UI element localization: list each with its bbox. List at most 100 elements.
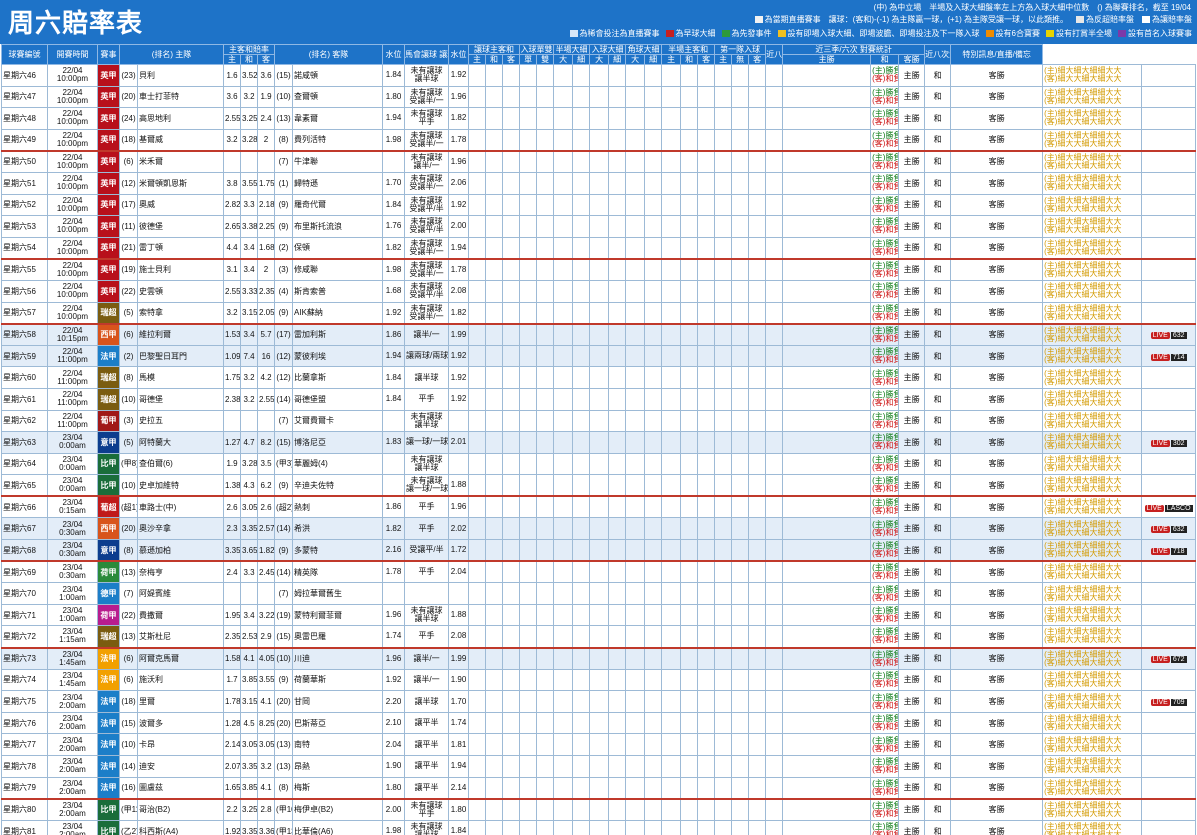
table-row[interactable]: 星期六75 23/04 2:00am 法甲 (18) 里爾 1.78 3.15 4.1 (20) 甘… bbox=[1, 690, 1196, 713]
market-cell bbox=[765, 279, 784, 303]
league-badge: 英甲 bbox=[97, 107, 120, 130]
kickoff-time: 22/04 10:15pm bbox=[47, 323, 98, 346]
market-cell bbox=[765, 258, 784, 281]
col-s1: 主 bbox=[714, 54, 733, 65]
market-cell bbox=[680, 474, 699, 498]
home-team: 車士打菲特 bbox=[137, 85, 224, 109]
h2h-draws: 和 bbox=[924, 150, 952, 173]
market-cell bbox=[625, 776, 646, 800]
handicap-line: 平手 bbox=[404, 387, 450, 411]
table-row[interactable]: 星期六69 23/04 0:30am 荷甲 (13) 奈梅亨 2.4 3.3 2.45 (14) 精… bbox=[1, 560, 1196, 584]
live-badge[interactable]: LIVE bbox=[1150, 439, 1170, 447]
hilo-stats: (主)細大細大細細大大 (客)細大大細大細大大 bbox=[1042, 215, 1143, 238]
handicap-line: 未有讓球 平手 bbox=[404, 107, 450, 130]
table-row[interactable]: 星期六78 23/04 2:00am 法甲 (14) 迪安 2.07 3.35 3.2 (13) 昂… bbox=[1, 755, 1196, 778]
market-cell bbox=[661, 560, 682, 584]
market-cell bbox=[608, 755, 627, 778]
table-row[interactable]: 星期六52 22/04 10:00pm 英甲 (17) 奧威 2.82 3.3 2.18 (9) 羅… bbox=[1, 193, 1196, 217]
market-cell bbox=[502, 582, 521, 605]
away-rank: (7) bbox=[274, 582, 294, 605]
col-big1: 大 bbox=[553, 54, 574, 65]
table-row[interactable]: 星期六59 22/04 11:00pm 法甲 (2) 巴黎聖日耳門 1.09 7.4 16 (12… bbox=[1, 344, 1196, 368]
table-row[interactable]: 星期六79 23/04 2:00am 法甲 (16) 圖盧茲 1.65 3.85 4.1 (8) 梅… bbox=[1, 776, 1196, 800]
table-row[interactable]: 星期六74 23/04 1:45am 法甲 (6) 施沃利 1.7 3.85 3.55 (9) 荷蘭… bbox=[1, 668, 1196, 692]
market-cell bbox=[697, 690, 716, 713]
match-no: 星期六68 bbox=[1, 539, 48, 563]
table-row[interactable]: 星期六57 22/04 10:00pm 瑞超 (5) 索特拿 3.2 3.15 2.05 (9) A… bbox=[1, 301, 1196, 325]
table-row[interactable]: 星期六48 22/04 10:00pm 英甲 (24) 高思地利 2.55 3.25 2.4 (1… bbox=[1, 107, 1196, 130]
live-badge[interactable]: LIVE bbox=[1150, 699, 1170, 707]
table-row[interactable]: 星期六56 22/04 10:00pm 英甲 (22) 史雲頓 2.55 3.33 2.35 (4… bbox=[1, 279, 1196, 303]
table-row[interactable]: 星期六53 22/04 10:00pm 英甲 (11) 彼德堡 2.65 3.38 2.25 (9… bbox=[1, 215, 1196, 238]
market-cell bbox=[661, 64, 682, 87]
market-cell bbox=[714, 431, 733, 454]
market-cell bbox=[644, 452, 663, 476]
market-cell bbox=[644, 517, 663, 541]
table-row[interactable]: 星期六64 23/04 0:00am 比甲 (甲8) 查伯爾(6) 1.9 3.28 3.5 (甲… bbox=[1, 452, 1196, 476]
market-cell bbox=[536, 193, 555, 217]
live-badge[interactable]: LIVE bbox=[1150, 332, 1170, 340]
market-cell bbox=[765, 236, 784, 260]
kickoff-time: 22/04 10:00pm bbox=[47, 193, 98, 217]
market-cell bbox=[589, 150, 610, 173]
table-row[interactable]: 星期六71 23/04 1:00am 荷甲 (22) 費撒爾 1.95 3.4 3.22 (19)… bbox=[1, 603, 1196, 627]
market-cell bbox=[519, 539, 538, 563]
table-row[interactable]: 星期六60 22/04 11:00pm 瑞超 (8) 馬模 1.75 3.2 4.2 (12) 比蘭… bbox=[1, 366, 1196, 389]
table-row[interactable]: 星期六81 23/04 2:00am 比甲 (乙2) 科西斯(A4) 1.92 3.35 3.3… bbox=[1, 819, 1196, 835]
table-row[interactable]: 星期六54 22/04 10:00pm 英甲 (21) 雷丁頓 4.4 3.4 1.68 (2) 保… bbox=[1, 236, 1196, 260]
h2h-home-wins: 主勝 bbox=[898, 711, 926, 735]
handicap-line: 未有讓球 讓半球 bbox=[404, 603, 450, 627]
table-row[interactable]: 星期六72 23/04 1:15am 瑞超 (13) 艾斯杜尼 2.35 2.53 2.9 (15… bbox=[1, 625, 1196, 649]
table-row[interactable]: 星期六73 23/04 1:45am 法甲 (6) 阿爾克馬爾 1.58 4.1 4.05 (10… bbox=[1, 647, 1196, 670]
odds-away: 8.2 bbox=[256, 431, 276, 454]
home-rank: (23) bbox=[119, 64, 138, 87]
table-row[interactable]: 星期六77 23/04 2:00am 法甲 (10) 卡昂 2.14 3.05 3.05 (13)… bbox=[1, 733, 1196, 756]
live-badge[interactable]: LIVE bbox=[1150, 526, 1170, 534]
market-cell bbox=[519, 85, 538, 109]
odds-away: 5.7 bbox=[256, 323, 276, 346]
table-row[interactable]: 星期六51 22/04 10:00pm 英甲 (12) 米爾頓凱恩斯 3.8 3.55 1.75… bbox=[1, 171, 1196, 195]
market-cell bbox=[731, 819, 750, 835]
league-badge: 英甲 bbox=[97, 193, 120, 217]
market-cell bbox=[748, 668, 767, 692]
market-cell bbox=[589, 344, 610, 368]
market-cell bbox=[782, 64, 872, 87]
market-cell bbox=[536, 819, 555, 835]
special-info: LIVE 672 bbox=[1141, 647, 1196, 670]
market-cell bbox=[519, 733, 538, 756]
live-badge[interactable]: LIVE bbox=[1144, 504, 1164, 512]
table-row[interactable]: 星期六63 23/04 0:00am 意甲 (5) 阿特蘭大 1.27 4.7 8.2 (15) 博… bbox=[1, 431, 1196, 454]
live-badge[interactable]: LIVE bbox=[1150, 547, 1170, 555]
odds-draw: 4.7 bbox=[240, 431, 258, 454]
table-row[interactable]: 星期六8023/042:00am比甲(甲11)哥治(B2)2.23.252.8(… bbox=[1, 798, 1196, 821]
odds-away: 3.2 bbox=[256, 755, 276, 778]
table-row[interactable]: 星期六61 22/04 11:00pm 瑞超 (10) 哥德堡 2.38 3.2 2.55 (14… bbox=[1, 387, 1196, 411]
live-badge[interactable]: LIVE bbox=[1150, 353, 1170, 361]
table-row[interactable]: 星期六58 22/04 10:15pm 西甲 (6) 維拉利爾 1.53 3.4 5.7 (17)… bbox=[1, 323, 1196, 346]
table-row[interactable]: 星期六76 23/04 2:00am 法甲 (15) 波爾多 1.28 4.5 8.25 (20)… bbox=[1, 711, 1196, 735]
table-row[interactable]: 星期六7023/041:00am德甲(7)阿媞賓維(7)姆拉華爾舊生(主)勝負勝… bbox=[1, 582, 1196, 605]
away-rank: (14) bbox=[274, 517, 294, 541]
table-row[interactable]: 星期六67 23/04 0:30am 西甲 (20) 奧沙辛拿 2.3 3.35 2.57 (14… bbox=[1, 517, 1196, 541]
hilo-stats: (主)細大細大細細大大 (客)細大大細大細大大 bbox=[1042, 798, 1143, 821]
recent-results: (主)勝負勝和和勝和負(客)和負負勝和勝負勝 bbox=[870, 819, 900, 835]
market-cell bbox=[553, 344, 574, 368]
table-row[interactable]: 星期六49 22/04 10:00pm 英甲 (18) 基爾威 3.2 3.28 2 (8) 費列活… bbox=[1, 128, 1196, 152]
table-row[interactable]: 星期六66 23/04 0:15am 葡超 (超1) 車路士(中) 2.6 3.05 2.6 (超… bbox=[1, 495, 1196, 519]
legend-bot-item: 設有打賞半全場 bbox=[1046, 28, 1112, 39]
odds-home: 2.55 bbox=[223, 279, 241, 303]
table-row[interactable]: 星期六47 22/04 10:00pm 英甲 (20) 車士打菲特 3.6 3.2 1.9 (10… bbox=[1, 85, 1196, 109]
table-row[interactable]: 星期六50 22/04 10:00pm 英甲 (6) 米禾爾 (7) 牛津聯 未有讓球 讓半/一 1… bbox=[1, 150, 1196, 173]
market-cell bbox=[572, 193, 591, 217]
live-badge[interactable]: LIVE bbox=[1150, 656, 1170, 664]
table-row[interactable]: 星期六55 22/04 10:00pm 英甲 (19) 施士貝利 3.1 3.4 2 (3) 修咸聯… bbox=[1, 258, 1196, 281]
market-cell bbox=[714, 603, 733, 627]
table-row[interactable]: 星期六62 22/04 11:00pm 葡甲 (3) 史拉五 (7) 艾爾費爾卡 未有讓球 讓半球… bbox=[1, 409, 1196, 433]
table-row[interactable]: 星期六65 23/04 0:00am 比甲 (10) 史卓加維特 1.38 4.3 6.2 (9)… bbox=[1, 474, 1196, 498]
table-row[interactable]: 星期六46 22/04 10:00pm 英甲 (23) 貝利 1.6 3.52 3.6 (15) 諾… bbox=[1, 64, 1196, 87]
special-info bbox=[1141, 193, 1196, 217]
home-rank: (16) bbox=[119, 776, 138, 800]
table-row[interactable]: 星期六68 23/04 0:30am 意甲 (8) 慕遜加柏 3.35 3.65 1.82 (9)… bbox=[1, 539, 1196, 563]
water-home: 1.92 bbox=[382, 668, 406, 692]
col-rec: 近八次賽果成績 bbox=[765, 44, 784, 65]
